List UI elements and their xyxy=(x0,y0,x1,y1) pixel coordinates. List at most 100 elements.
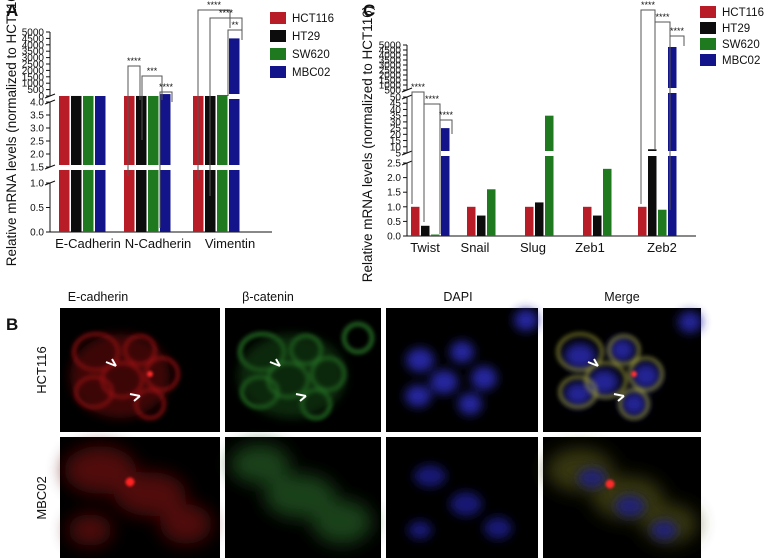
bar-break-gap xyxy=(159,165,171,170)
legend-label: MBC02 xyxy=(292,67,330,79)
bar-break-gap xyxy=(544,151,554,156)
image-hct116-merge xyxy=(543,308,702,432)
legend-label: SW620 xyxy=(292,49,330,61)
significance-bracket xyxy=(227,29,243,96)
arrow-icon xyxy=(295,393,307,402)
y-tick-label: 0.5 xyxy=(387,217,401,228)
y-tick-label: 4.0 xyxy=(30,98,44,109)
image-hct116-ecadherin xyxy=(60,308,220,432)
arrow-icon xyxy=(105,358,117,367)
y-tick-label: 45 xyxy=(390,99,402,110)
column-label-ecadherin: E-cadherin xyxy=(68,290,128,304)
significance-bracket xyxy=(654,21,671,210)
bar-mbc02-e-cadherin xyxy=(95,95,106,232)
significance-bracket xyxy=(209,17,243,196)
legend-swatch xyxy=(270,66,286,78)
bar-sw620-vimentin xyxy=(217,94,228,232)
significance-bracket xyxy=(411,91,425,222)
y-tick-label: 50 xyxy=(390,93,402,104)
y-tick-label: 1500 xyxy=(22,72,45,83)
bar-mbc02-twist xyxy=(441,128,450,236)
arrow-icon xyxy=(587,358,599,367)
y-tick-label: 15 xyxy=(390,136,402,147)
bar-hct116-zeb2 xyxy=(638,206,647,236)
bar-hct116-zeb1 xyxy=(583,206,592,236)
legend-label: HCT116 xyxy=(292,13,334,25)
bar-hct116-e-cadherin xyxy=(59,95,70,232)
axis-break-mark xyxy=(44,180,56,186)
panel-letter-a: A xyxy=(6,1,18,20)
bar-break-gap xyxy=(135,165,147,170)
column-label-bcatenin: β-catenin xyxy=(242,290,294,304)
significance-bracket xyxy=(141,75,163,140)
bar-mbc02-zeb2 xyxy=(668,47,677,236)
column-label-merge: Merge xyxy=(604,290,639,304)
arrow-icon xyxy=(613,393,625,402)
significance-label: **** xyxy=(219,8,234,18)
significance-label: **** xyxy=(439,110,454,120)
bar-sw620-n-cadherin xyxy=(148,95,159,232)
bar-ht29-n-cadherin xyxy=(136,95,147,232)
bar-break-gap xyxy=(216,165,228,170)
chart-c-ylabel: Relative mRNA levels (normalized to HCT1… xyxy=(360,6,375,283)
y-tick-label: 4000 xyxy=(22,40,45,51)
y-tick-label: 3.5 xyxy=(30,111,44,122)
y-tick-label: 2000 xyxy=(379,71,402,82)
y-tick-label: 2.0 xyxy=(387,173,401,184)
y-tick-label: 4500 xyxy=(22,34,45,45)
bar-break-gap xyxy=(58,165,70,170)
bar-break-gap xyxy=(440,151,450,156)
x-tick-label: Zeb2 xyxy=(647,240,677,255)
legend-swatch xyxy=(700,6,716,18)
bar-ht29-zeb1 xyxy=(593,215,602,236)
bar-ht29-slug xyxy=(535,202,544,236)
chart-a-ylabel: Relative mRNA levels (normalized to HCT1… xyxy=(4,0,19,266)
significance-label: *** xyxy=(147,66,158,76)
y-tick-label: 3000 xyxy=(379,61,402,72)
y-tick-label: 5 xyxy=(395,149,401,160)
panel-letter-c: C xyxy=(363,1,375,20)
legend-label: HT29 xyxy=(292,31,320,43)
row-label-mbc02: MBC02 xyxy=(34,476,49,519)
legend-label: MBC02 xyxy=(722,55,760,67)
significance-label: **** xyxy=(207,0,222,10)
axis-break-mark xyxy=(401,87,413,93)
bar-break-gap xyxy=(147,165,159,170)
bar-break-gap xyxy=(647,151,657,156)
image-mbc02-ecadherin xyxy=(60,437,220,558)
x-tick-label: E-Cadherin xyxy=(55,236,121,251)
axis-break-mark xyxy=(401,160,413,166)
y-tick-label: 3500 xyxy=(379,56,402,67)
row-label-hct116: HCT116 xyxy=(34,346,49,393)
y-tick-label: 500 xyxy=(384,86,401,97)
panel-letter-b: B xyxy=(6,315,18,334)
bar-sw620-zeb2 xyxy=(658,209,667,236)
y-tick-label: 2500 xyxy=(379,66,402,77)
significance-label: **** xyxy=(425,94,440,104)
significance-bracket xyxy=(439,119,453,234)
y-tick-label: 0.5 xyxy=(30,203,44,214)
axis-break-mark xyxy=(44,99,56,105)
bar-break-gap xyxy=(667,88,677,93)
x-tick-label: Vimentin xyxy=(205,236,255,251)
significance-label: **** xyxy=(641,0,656,10)
y-tick-label: 5000 xyxy=(22,28,45,39)
y-tick-label: 1.0 xyxy=(387,202,401,213)
bar-ht29-e-cadherin xyxy=(71,95,82,232)
image-mbc02-bcatenin xyxy=(225,437,381,558)
legend-label: SW620 xyxy=(722,39,760,51)
x-tick-label: N-Cadherin xyxy=(125,236,191,251)
chart-c-legend: HCT116 HT29 SW620 MBC02 xyxy=(700,6,764,67)
bar-hct116-slug xyxy=(525,206,534,236)
bar-break-gap xyxy=(123,165,135,170)
y-tick-label: 5000 xyxy=(379,41,402,52)
significance-label: **** xyxy=(127,56,142,66)
bar-mbc02-vimentin xyxy=(229,38,240,233)
legend-label: HT29 xyxy=(722,23,750,35)
y-tick-label: 2.0 xyxy=(30,150,44,161)
y-tick-label: 1.5 xyxy=(387,188,401,199)
bar-hct116-snail xyxy=(467,206,476,236)
x-tick-label: Snail xyxy=(461,240,490,255)
axis-break-mark xyxy=(401,94,413,100)
